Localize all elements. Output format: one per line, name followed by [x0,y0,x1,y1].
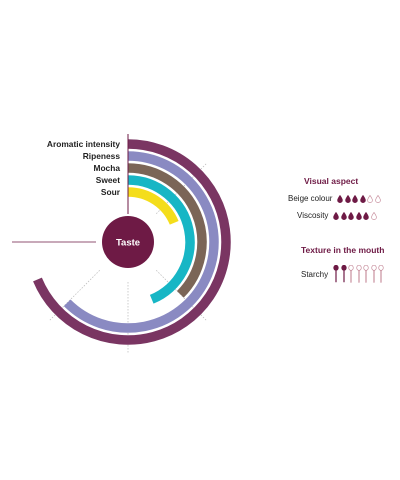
axis-label: Ripeness [83,151,121,161]
drop-icon [337,194,344,203]
center-label: Taste [116,238,140,249]
axis-label: Mocha [93,163,120,173]
starchy-rating [333,265,384,283]
drop-icon [348,211,355,220]
starchy-row: Starchy [301,265,384,283]
drop-icon [371,211,377,220]
visual-aspect-title: Visual aspect [304,176,359,186]
drop-icon [352,194,359,203]
radial-bar-ripeness [63,151,219,333]
spoon-icon [333,265,339,283]
spoon-icon [370,265,377,283]
drop-icon [360,194,366,203]
radial-bar-sour [127,187,179,225]
drop-icon [363,211,370,220]
drop-icon [341,211,347,220]
beige-colour-rating [337,194,381,203]
axis-label: Aromatic intensity [47,139,120,149]
viscosity-label: Viscosity [297,211,329,220]
radial-bars [33,139,231,345]
spoon-icon [363,265,369,283]
center-circle [102,216,154,268]
spoon-icon [378,265,384,283]
texture-title: Texture in the mouth [301,245,385,255]
axis-labels: Aromatic intensity Ripeness Mocha Sweet Sour [47,139,121,197]
radial-bar-aromatic-intensity [33,139,231,345]
radial-bar-sweet [127,175,195,304]
drop-icon [333,211,340,220]
drop-icon [375,194,381,203]
beige-colour-row: Beige colour [288,194,381,203]
spoon-icon [340,265,347,283]
radial-bar-mocha [127,163,207,298]
beige-colour-label: Beige colour [288,194,333,203]
guide-line [48,270,100,322]
spoon-icon [348,265,354,283]
drop-icon [345,194,351,203]
viscosity-rating [333,211,377,220]
drop-icon [367,194,374,203]
viscosity-row: Viscosity [297,211,377,220]
axis-label: Sour [101,187,121,197]
spoon-icon [355,265,362,283]
starchy-label: Starchy [301,269,329,279]
axis-label: Sweet [96,175,120,185]
drop-icon [356,211,362,220]
